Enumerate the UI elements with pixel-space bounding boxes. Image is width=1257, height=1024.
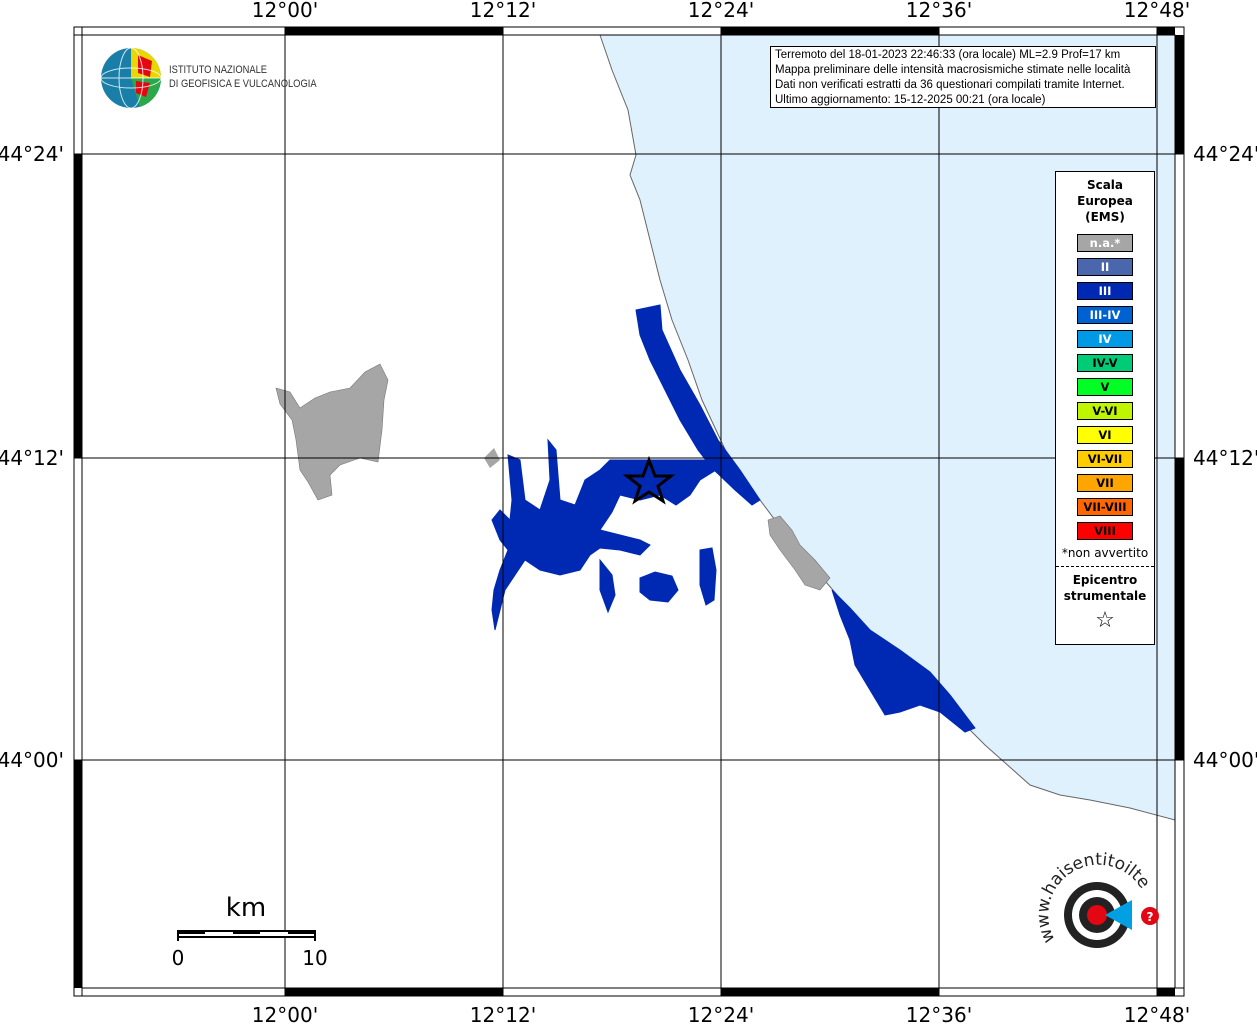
lon-label: 12°12' — [470, 1003, 536, 1024]
lon-label: 12°24' — [688, 1003, 754, 1024]
legend-item: III-IV — [1077, 306, 1133, 324]
lon-labels-top: 12°00' 12°12' 12°24' 12°36' 12°48' — [252, 0, 1190, 22]
lon-label: 12°00' — [252, 1003, 318, 1024]
legend-title-line: Scala — [1086, 178, 1124, 192]
info-line: Terremoto del 18-01-2023 22:46:33 (ora l… — [775, 49, 1121, 61]
lat-label: 44°24' — [1193, 142, 1257, 166]
scale-unit: km — [226, 893, 266, 923]
scale-start: 0 — [172, 946, 185, 970]
legend-epicenter-line: Epicentro — [1072, 573, 1138, 587]
legend-item: IV-V — [1077, 354, 1133, 372]
info-line: Dati non verificati estratti da 36 quest… — [775, 79, 1125, 91]
graticule — [81, 34, 1176, 989]
area-not-felt-inland — [275, 363, 389, 501]
frame-bars — [73, 26, 1185, 997]
globe-icon — [100, 47, 162, 109]
legend-item: III — [1077, 282, 1133, 300]
legend-item: VII-VIII — [1077, 498, 1133, 516]
lat-label: 44°00' — [0, 748, 64, 772]
epicenter-star-icon — [622, 455, 676, 505]
legend-item: II — [1077, 258, 1133, 276]
svg-text:?: ? — [1147, 910, 1154, 924]
info-line: Ultimo aggiornamento: 15-12-2025 00:21 (… — [775, 94, 1046, 106]
lat-labels-right: 44°24' 44°12' 44°00' — [1193, 142, 1257, 772]
lon-label: 12°12' — [470, 0, 536, 22]
legend-item: VII — [1077, 474, 1133, 492]
lat-labels-left: 44°24' 44°12' 44°00' — [0, 142, 64, 772]
legend-item: VI-VII — [1077, 450, 1133, 468]
lon-label: 12°36' — [906, 1003, 972, 1024]
lat-label: 44°24' — [0, 142, 64, 166]
ingv-name-line: DI GEOFISICA E VULCANOLOGIA — [169, 78, 317, 90]
lon-label: 12°48' — [1124, 1003, 1190, 1024]
lon-label: 12°36' — [906, 0, 972, 22]
ingv-name-line: ISTITUTO NAZIONALE — [169, 64, 268, 76]
scale-end: 10 — [302, 946, 327, 970]
event-info-box: Terremoto del 18-01-2023 22:46:33 (ora l… — [770, 46, 1156, 108]
legend-item: V — [1077, 378, 1133, 396]
star-outline-icon: ☆ — [1095, 608, 1115, 633]
lat-label: 44°12' — [0, 446, 64, 470]
lon-label: 12°48' — [1124, 0, 1190, 22]
lon-label: 12°24' — [688, 0, 754, 22]
legend-item: V-VI — [1077, 402, 1133, 420]
lat-label: 44°12' — [1193, 446, 1257, 470]
legend-item: VIII — [1077, 522, 1133, 540]
area-not-felt-coast — [767, 515, 831, 591]
legend-title: Scala Europea (EMS) — [1056, 177, 1154, 225]
legend-items: n.a.* II III III-IV IV IV-V V V-VI VI VI-VII VII VI… — [1056, 234, 1154, 540]
lon-labels-bottom: 12°00' 12°12' 12°24' 12°36' 12°48' — [252, 1003, 1190, 1024]
legend-title-line: (EMS) — [1085, 210, 1125, 224]
ingv-logo — [100, 47, 162, 113]
legend-item: IV — [1077, 330, 1133, 348]
ingv-name: ISTITUTO NAZIONALE DI GEOFISICA E VULCAN… — [169, 63, 317, 91]
info-line: Mappa preliminare delle intensità macros… — [775, 64, 1131, 76]
legend-item: n.a.* — [1077, 234, 1133, 252]
scale-bar: km 0 10 — [172, 893, 328, 970]
intensity-legend: Scala Europea (EMS) n.a.* II III III-IV IV IV… — [1055, 171, 1155, 645]
legend-item: VI — [1077, 426, 1133, 444]
legend-epicenter: Epicentro strumentale — [1056, 572, 1154, 604]
lon-label: 12°00' — [252, 0, 318, 22]
legend-epicenter-line: strumentale — [1063, 589, 1147, 603]
legend-divider — [1056, 566, 1154, 567]
areas-intensity-III — [491, 304, 976, 733]
lat-label: 44°00' — [1193, 748, 1257, 772]
legend-title-line: Europea — [1077, 194, 1133, 208]
legend-note: *non avvertito — [1061, 546, 1149, 560]
